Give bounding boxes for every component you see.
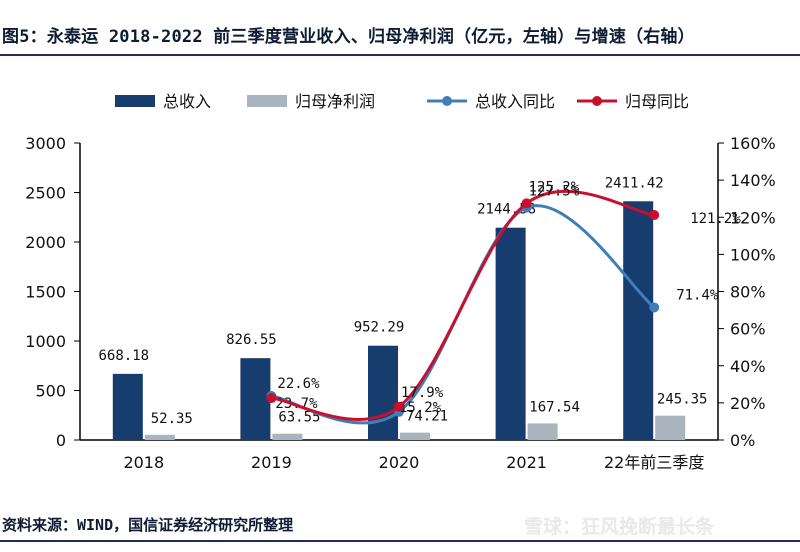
label-profit-yoy: 22.6% bbox=[277, 376, 320, 392]
chart-title: 图5：永泰运 2018-2022 前三季度营业收入、归母净利润（亿元，左轴）与增… bbox=[2, 27, 695, 47]
right-tick-label: 120% bbox=[730, 208, 776, 227]
left-tick-label: 1000 bbox=[25, 332, 66, 351]
left-tick-label: 0 bbox=[56, 431, 66, 450]
bar-profit-label: 63.55 bbox=[278, 410, 320, 426]
label-profit-yoy: 17.9% bbox=[401, 385, 444, 401]
right-tick-label: 80% bbox=[730, 283, 766, 302]
bar-revenue bbox=[240, 358, 271, 440]
bar-revenue-label: 668.18 bbox=[99, 348, 150, 364]
right-tick-label: 60% bbox=[730, 320, 766, 339]
watermark: 雪球：狂风挽断最长条 bbox=[524, 516, 715, 538]
legend-marker bbox=[442, 96, 452, 106]
label-revenue-yoy: 71.4% bbox=[676, 287, 719, 303]
bar-profit bbox=[527, 423, 558, 440]
left-tick-label: 2500 bbox=[25, 184, 66, 203]
point-profit-yoy bbox=[521, 198, 532, 209]
x-tick-label: 2021 bbox=[506, 453, 547, 472]
point-profit-yoy bbox=[394, 401, 404, 412]
line-revenue-yoy bbox=[271, 204, 656, 425]
x-tick-label: 2018 bbox=[123, 453, 164, 472]
bar-revenue bbox=[112, 373, 143, 440]
footer-divider bbox=[0, 540, 800, 542]
left-tick-label: 3000 bbox=[25, 134, 66, 153]
right-tick-label: 100% bbox=[730, 245, 776, 264]
left-tick-label: 500 bbox=[35, 382, 66, 401]
point-revenue-yoy bbox=[649, 302, 660, 313]
right-tick-label: 20% bbox=[730, 394, 766, 413]
point-profit-yoy bbox=[266, 393, 277, 404]
bar-profit bbox=[272, 433, 303, 440]
right-tick-label: 140% bbox=[730, 171, 776, 190]
legend-swatch bbox=[247, 95, 287, 107]
legend-label: 总收入 bbox=[163, 92, 211, 111]
bar-profit bbox=[144, 434, 175, 440]
bar-profit-label: 74.21 bbox=[406, 409, 448, 425]
legend-marker bbox=[592, 96, 602, 106]
line-profit-yoy bbox=[271, 189, 655, 421]
left-tick-label: 2000 bbox=[25, 233, 66, 252]
title-bar: 图5：永泰运 2018-2022 前三季度营业收入、归母净利润（亿元，左轴）与增… bbox=[0, 0, 800, 56]
label-revenue-yoy: 15.2% bbox=[399, 400, 442, 416]
legend-label: 归母净利润 bbox=[295, 92, 375, 111]
x-tick-label: 2020 bbox=[379, 453, 420, 472]
x-tick-label: 2019 bbox=[251, 453, 292, 472]
bar-profit bbox=[400, 432, 430, 440]
x-tick-label: 22年前三季度 bbox=[604, 453, 704, 472]
bar-revenue bbox=[495, 227, 526, 440]
legend-swatch bbox=[115, 95, 155, 107]
bar-profit-label: 245.35 bbox=[657, 392, 708, 408]
bar-profit bbox=[655, 415, 686, 440]
legend-label: 归母同比 bbox=[625, 92, 689, 111]
right-tick-label: 160% bbox=[730, 134, 776, 153]
left-tick-label: 1500 bbox=[25, 283, 66, 302]
bar-revenue bbox=[623, 201, 654, 440]
bar-revenue bbox=[368, 345, 398, 440]
bar-profit-label: 52.35 bbox=[151, 411, 193, 427]
source-note: 资料来源：WIND，国信证券经济研究所整理 bbox=[2, 516, 294, 534]
bar-revenue-label: 2144.58 bbox=[477, 202, 536, 218]
right-tick-label: 40% bbox=[730, 357, 766, 376]
bar-revenue-label: 826.55 bbox=[226, 332, 277, 348]
label-profit-yoy: 121.2% bbox=[690, 211, 741, 227]
right-tick-label: 0% bbox=[730, 431, 755, 450]
bar-profit-label: 167.54 bbox=[529, 399, 580, 415]
bar-revenue-label: 952.29 bbox=[354, 320, 405, 336]
legend-label: 总收入同比 bbox=[475, 92, 555, 111]
point-profit-yoy bbox=[649, 210, 660, 221]
label-profit-yoy: 127.5% bbox=[529, 183, 580, 199]
bar-revenue-label: 2411.42 bbox=[605, 175, 664, 191]
